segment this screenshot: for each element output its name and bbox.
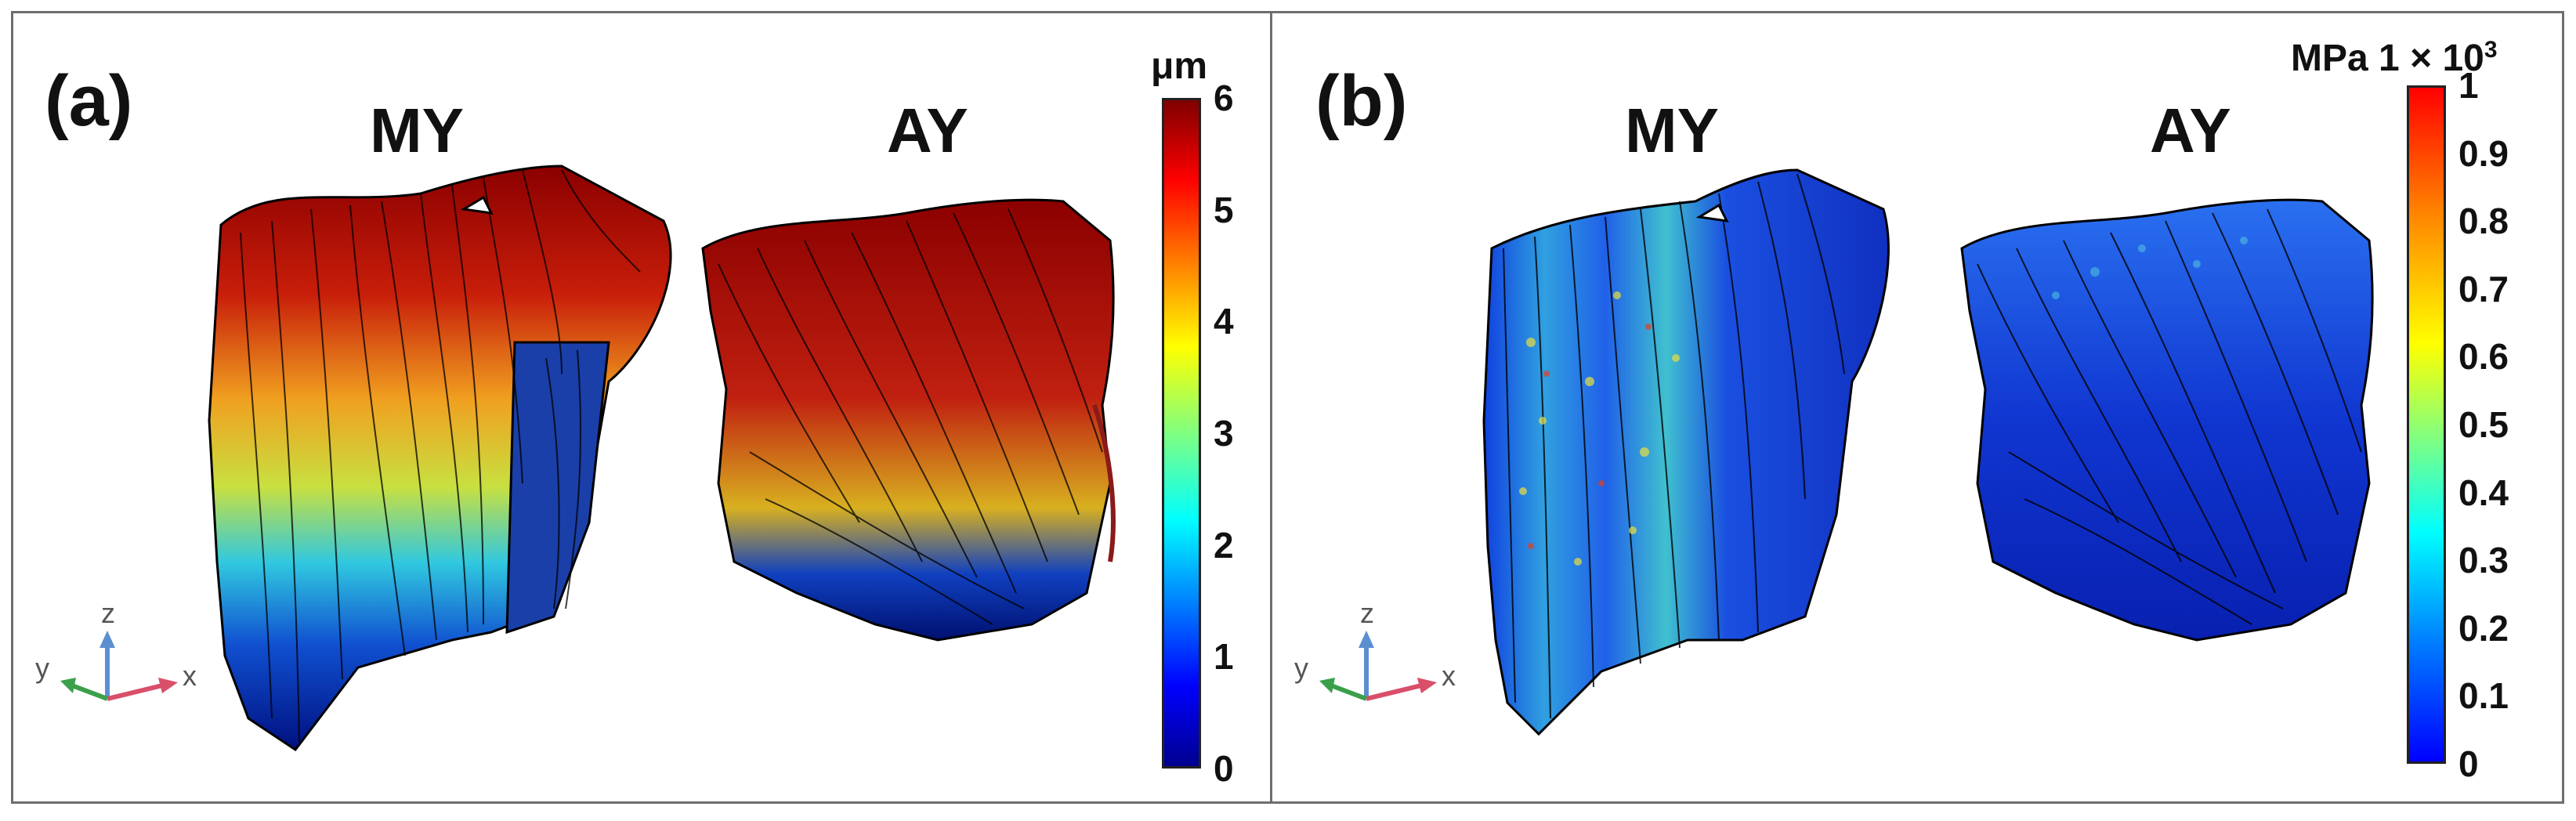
panel-b: (b) MY AY <box>1270 11 2564 804</box>
panel-a-my-fiber-bundle <box>208 165 672 752</box>
panel-a-colorbar <box>1162 98 1201 769</box>
panel-b-x-label: x <box>1442 660 1456 692</box>
panel-a-y-axis <box>71 683 109 701</box>
panel-b-my-fiber-bundle <box>1482 168 1890 736</box>
panel-b-z-arrow-icon <box>1359 631 1374 648</box>
panel-a-colorbar-tick-0: 6 <box>1214 78 1234 118</box>
panel-b-colorbar-unit: MPa 1 × 103 <box>2291 37 2498 80</box>
panel-b-y-axis <box>1330 683 1368 701</box>
panel-a-x-axis <box>107 683 163 701</box>
panel-b-x-arrow-icon <box>1417 678 1437 693</box>
panel-b-y-arrow-icon <box>1319 678 1335 693</box>
panel-b-colorbar-multiplier: 1 × 10 <box>2379 38 2484 79</box>
panel-b-label: (b) <box>1315 61 1408 141</box>
panel-a-colorbar-tick-4: 2 <box>1214 524 1234 566</box>
panel-b-colorbar-tick-7: 0.3 <box>2458 540 2509 581</box>
panel-a-axes-triad: z x y <box>35 597 197 701</box>
panel-a-label: (a) <box>45 61 133 141</box>
panel-b-figure <box>1482 168 2374 736</box>
panel-a-x-arrow-icon <box>158 678 178 693</box>
panel-b-colorbar-tick-5: 0.5 <box>2458 404 2509 445</box>
panel-b-colorbar-tick-6: 0.4 <box>2458 472 2509 513</box>
panel-b-colorbar-tick-0: 1 <box>2458 65 2479 106</box>
panel-b-title-ay: AY <box>2150 96 2231 165</box>
panel-a-z-label: z <box>101 597 115 629</box>
panel-b-colorbar-tick-9: 0.1 <box>2458 675 2509 717</box>
panel-a-colorbar-tick-2: 4 <box>1214 301 1234 342</box>
panel-b-x-axis <box>1366 683 1422 701</box>
panel-a-colorbar-tick-3: 3 <box>1214 413 1234 454</box>
panel-a-title-my: MY <box>370 96 464 165</box>
panel-b-colorbar <box>2407 85 2446 764</box>
panel-a-title-ay: AY <box>887 96 968 165</box>
panel-b-axes-triad: z x y <box>1294 597 1456 701</box>
panel-a-y-arrow-icon <box>60 678 76 693</box>
panel-b-colorbar-tick-4: 0.6 <box>2458 336 2509 378</box>
panel-b-y-label: y <box>1294 652 1308 684</box>
panel-b-colorbar-tick-1: 0.9 <box>2458 132 2509 174</box>
panel-a-colorbar-tick-1: 5 <box>1214 189 1234 230</box>
panel-a-figure <box>208 165 1116 752</box>
panel-b-colorbar-tick-2: 0.8 <box>2458 201 2509 242</box>
panel-a-colorbar-unit: μm <box>1151 45 1208 87</box>
panel-a-colorbar-tick-6: 0 <box>1214 748 1234 789</box>
panel-b-colorbar-tick-10: 0 <box>2458 743 2479 784</box>
panel-b-z-label: z <box>1360 597 1374 629</box>
panel-a-z-arrow-icon <box>99 631 115 648</box>
panel-a-ay-fiber-bundle <box>701 198 1116 642</box>
panel-b-colorbar-tick-3: 0.7 <box>2458 268 2509 309</box>
panel-b-colorbar-unit-text: MPa <box>2291 38 2368 79</box>
panel-a-colorbar-tick-5: 1 <box>1214 636 1234 678</box>
panel-b-colorbar-exponent: 3 <box>2484 37 2498 63</box>
panel-b-ay-fiber-bundle <box>1960 198 2374 642</box>
panel-b-title-my: MY <box>1625 96 1719 165</box>
panel-b-colorbar-tick-8: 0.2 <box>2458 607 2509 649</box>
panel-a-y-label: y <box>35 652 49 684</box>
panel-a: (a) MY AY <box>11 11 1272 804</box>
panel-a-x-label: x <box>183 660 197 692</box>
